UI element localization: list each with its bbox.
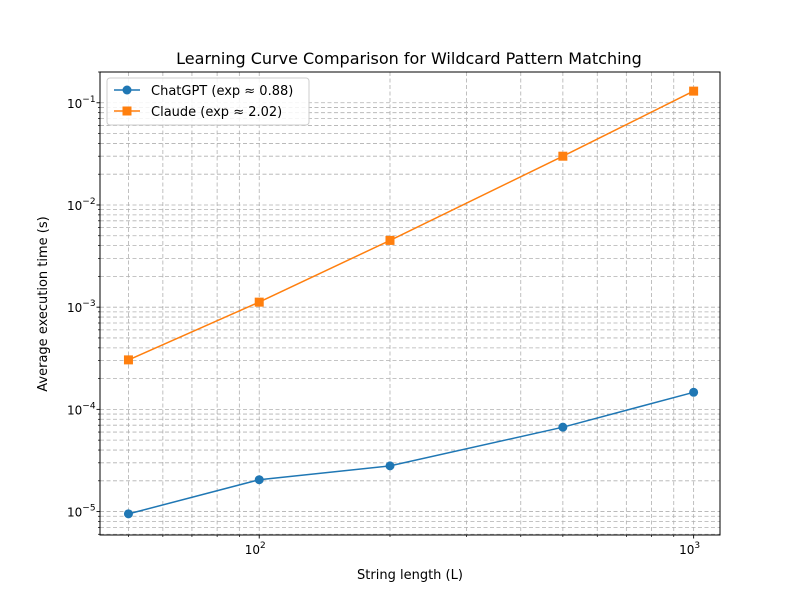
y-axis-label: Average execution time (s) [36,216,51,391]
x-tick-label: 102 [245,541,266,557]
legend-box [106,77,310,126]
y-tick-label: 10−3 [67,299,96,315]
y-tick-label: 10−4 [67,401,96,417]
legend-label-claude: Claude (exp ≈ 2.02) [151,105,282,120]
data-point-chatgpt [558,422,568,432]
plot-area-frame [99,71,721,536]
data-point-claude [558,151,568,161]
data-point-claude [254,297,264,307]
data-point-chatgpt [385,461,395,471]
grid [100,71,720,535]
plot-series [123,86,699,519]
legend-marker-chatgpt [122,85,132,95]
chart-title: Learning Curve Comparison for Wildcard P… [176,49,642,68]
legend-marker-claude [122,106,132,116]
data-point-claude [123,355,133,365]
data-point-claude [689,86,699,96]
series-line-chatgpt [128,391,694,515]
series-line-claude [128,90,694,361]
data-point-chatgpt [254,475,264,485]
y-tick-label: 10−2 [67,197,96,213]
x-tick-label: 103 [679,541,700,557]
legend-label-chatgpt: ChatGPT (exp ≈ 0.88) [151,84,293,99]
axis-ticks: 102 103 10−5 10−4 10−3 10−2 10−1 [67,71,700,557]
data-point-chatgpt [123,509,133,519]
x-axis-label: String length (L) [357,568,463,583]
data-point-chatgpt [689,387,699,397]
legend: ChatGPT (exp ≈ 0.88) Claude (exp ≈ 2.02) [106,77,310,126]
y-tick-label: 10−1 [67,95,96,111]
data-point-claude [385,235,395,245]
y-tick-label: 10−5 [67,504,96,520]
